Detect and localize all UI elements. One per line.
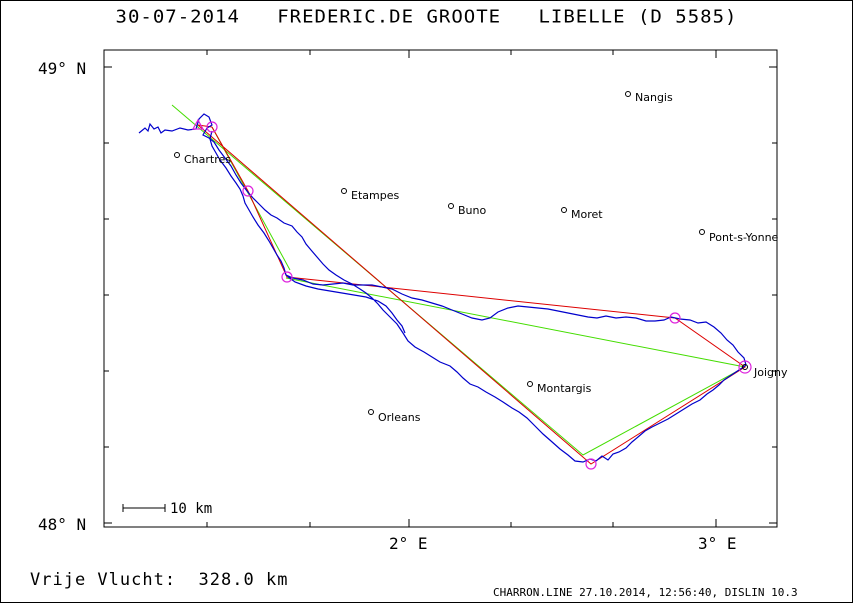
gps-track xyxy=(138,113,747,463)
city-label-chartres: Chartres xyxy=(184,153,231,166)
distance-label: Vrije Vlucht: xyxy=(30,570,177,590)
title-pilot: FREDERIC.DE GROOTE xyxy=(277,6,502,28)
distance-value: 328.0 km xyxy=(198,570,289,590)
software-footer: CHARRON.LINE 27.10.2014, 12:56:40, DISLI… xyxy=(493,586,798,599)
turnpoint-marker xyxy=(738,360,752,374)
city-label-buno: Buno xyxy=(458,204,486,217)
scale-bar-label: 10 km xyxy=(170,501,212,517)
distance-summary: Vrije Vlucht: 328.0 km xyxy=(30,570,288,590)
city-label-moret: Moret xyxy=(571,208,603,221)
city-dot xyxy=(341,188,347,194)
flight-legs xyxy=(196,124,746,465)
map-title: 30-07-2014 FREDERIC.DE GROOTE LIBELLE (D… xyxy=(0,7,853,28)
city-label-montargis: Montargis xyxy=(537,382,592,395)
turnpoint-marker xyxy=(585,458,597,470)
scale-bar xyxy=(122,504,166,512)
city-label-orleans: Orleans xyxy=(378,411,421,424)
lon-label-3: 3° E xyxy=(698,534,737,553)
turnpoint-marker xyxy=(669,312,681,324)
city-dot xyxy=(561,207,567,213)
city-label-joigny: Joigny xyxy=(753,366,788,379)
lon-label-2: 2° E xyxy=(389,534,428,553)
turnpoint-marker xyxy=(281,271,293,283)
city-dot xyxy=(742,364,748,370)
turnpoint-markers xyxy=(191,118,752,470)
city-dot xyxy=(368,409,374,415)
plot-frame xyxy=(103,49,778,528)
city-label-etampes: Etampes xyxy=(351,189,399,202)
turnpoint-marker xyxy=(206,121,218,133)
axis-ticks xyxy=(104,50,777,527)
city-dot xyxy=(625,91,631,97)
city-dot xyxy=(527,381,533,387)
city-label-pont-s-yonne: Pont-s-Yonne xyxy=(709,231,779,244)
turnpoint-marker xyxy=(242,185,254,197)
city-dot xyxy=(174,152,180,158)
city-dot xyxy=(699,229,705,235)
city-label-nangis: Nangis xyxy=(635,91,673,104)
lat-label-49: 49° N xyxy=(38,59,86,78)
city-dot xyxy=(448,203,454,209)
title-glider: LIBELLE (D 5585) xyxy=(538,6,738,28)
lat-label-48: 48° N xyxy=(38,515,86,534)
declared-task-lines xyxy=(171,104,747,456)
city-markers: Nangis Chartres Etampes Buno Moret Pont-… xyxy=(174,91,788,424)
start-marker xyxy=(191,118,205,130)
title-date: 30-07-2014 xyxy=(115,6,240,28)
